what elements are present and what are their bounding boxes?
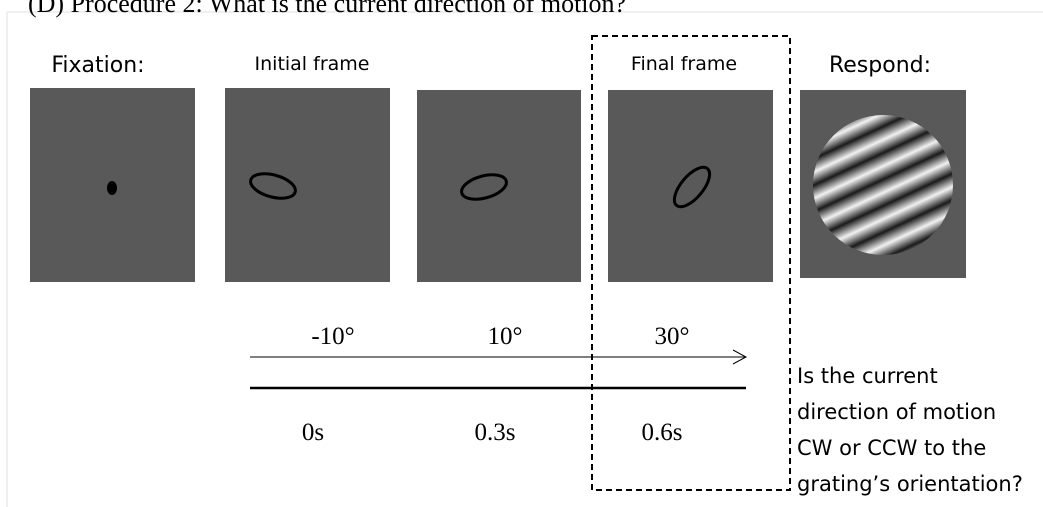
time-label: 0.3s bbox=[475, 419, 516, 446]
time-label: 0.6s bbox=[642, 419, 683, 446]
panel-label: Final frame bbox=[631, 53, 737, 75]
panel bbox=[417, 90, 581, 282]
panel-label: Initial frame bbox=[255, 53, 370, 75]
question-line: direction of motion bbox=[797, 400, 996, 424]
question-line: Is the current bbox=[797, 364, 938, 388]
angle-label: -10° bbox=[311, 323, 354, 350]
angle-label: 30° bbox=[655, 323, 690, 350]
diagram: (D) Procedure 2: What is the current dir… bbox=[0, 0, 1043, 507]
panel-label: Respond: bbox=[829, 53, 931, 78]
time-label: 0s bbox=[302, 419, 324, 446]
question-line: CW or CCW to the bbox=[797, 436, 986, 460]
panel bbox=[225, 88, 390, 282]
panel bbox=[608, 90, 773, 282]
fixation-dot bbox=[107, 181, 117, 195]
title: (D) Procedure 2: What is the current dir… bbox=[28, 0, 626, 18]
grating bbox=[813, 115, 953, 255]
question-line: grating’s orientation? bbox=[797, 472, 1023, 496]
panel-label: Fixation: bbox=[51, 53, 144, 78]
angle-label: 10° bbox=[488, 323, 523, 350]
